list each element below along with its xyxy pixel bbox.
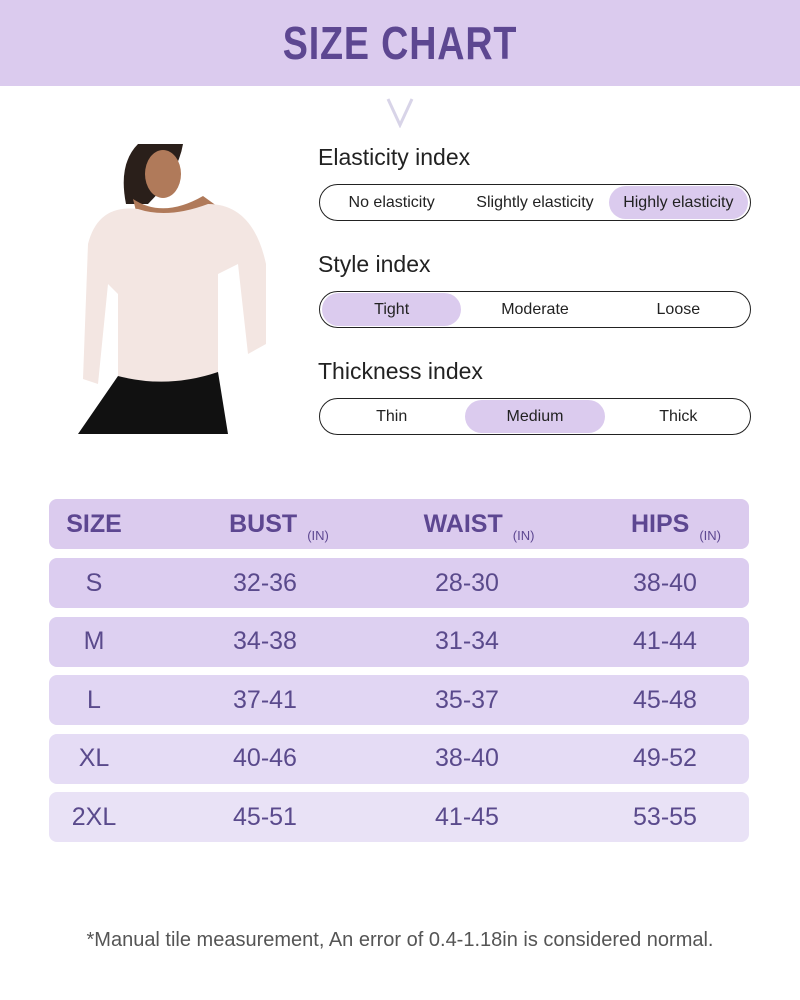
table-row: 2XL 45-51 41-45 53-55 [49,792,749,842]
cell-bust: 37-41 [233,685,297,714]
option-tight[interactable]: Tight [322,293,462,326]
cell-size: M [83,627,105,655]
chevron-down-icon [386,98,414,128]
cell-waist: 38-40 [435,744,499,772]
index-label: Style index [318,251,431,277]
page-title: SIZE CHART [282,17,518,69]
option-loose[interactable]: Loose [656,301,701,318]
index-label: Thickness index [318,358,483,384]
cell-bust: 34-38 [233,627,297,655]
elasticity-selector: No elasticity Slightly elasticity Highly… [319,184,751,221]
thickness-selector: Thin Medium Thick [319,398,751,435]
cell-size: L [87,685,101,714]
style-selector: Tight Moderate Loose [319,291,751,328]
cell-waist: 41-45 [435,802,499,831]
cell-hips: 49-52 [633,744,697,772]
header-size: SIZE [66,509,122,538]
option-moderate[interactable]: Moderate [501,301,569,318]
cell-size: S [85,568,103,597]
cell-hips: 38-40 [633,568,697,597]
table-row: S 32-36 28-30 38-40 [49,558,749,608]
option-slightly-elasticity[interactable]: Slightly elasticity [476,194,594,211]
cell-hips: 45-48 [633,685,697,714]
cell-bust: 45-51 [233,802,297,831]
table-header: SIZE BUST (IN) WAIST (IN) HIPS (IN) [49,499,749,549]
cell-size: 2XL [71,802,117,831]
cell-waist: 31-34 [435,627,499,655]
cell-bust: 40-46 [233,744,297,772]
table-row: L 37-41 35-37 45-48 [49,675,749,725]
cell-bust: 32-36 [233,568,297,597]
measurement-note: *Manual tile measurement, An error of 0.… [86,929,714,951]
option-thick[interactable]: Thick [659,408,698,425]
cell-hips: 53-55 [633,802,697,831]
cell-waist: 35-37 [435,685,499,714]
option-medium[interactable]: Medium [465,400,605,433]
option-no-elasticity[interactable]: No elasticity [348,194,435,211]
index-label: Elasticity index [318,144,471,170]
header-bust: BUST (IN) [229,509,329,543]
header-waist: WAIST (IN) [423,509,535,543]
option-thin[interactable]: Thin [376,408,408,425]
title-banner: SIZE CHART [0,0,800,86]
cell-hips: 41-44 [633,627,697,655]
product-photo [78,144,268,434]
cell-waist: 28-30 [435,568,499,597]
table-row: XL 40-46 38-40 49-52 [49,733,749,784]
header-hips: HIPS (IN) [630,509,722,543]
cell-size: XL [78,744,110,772]
table-row: M 34-38 31-34 41-44 [49,616,749,667]
option-highly-elasticity[interactable]: Highly elasticity [608,186,748,219]
